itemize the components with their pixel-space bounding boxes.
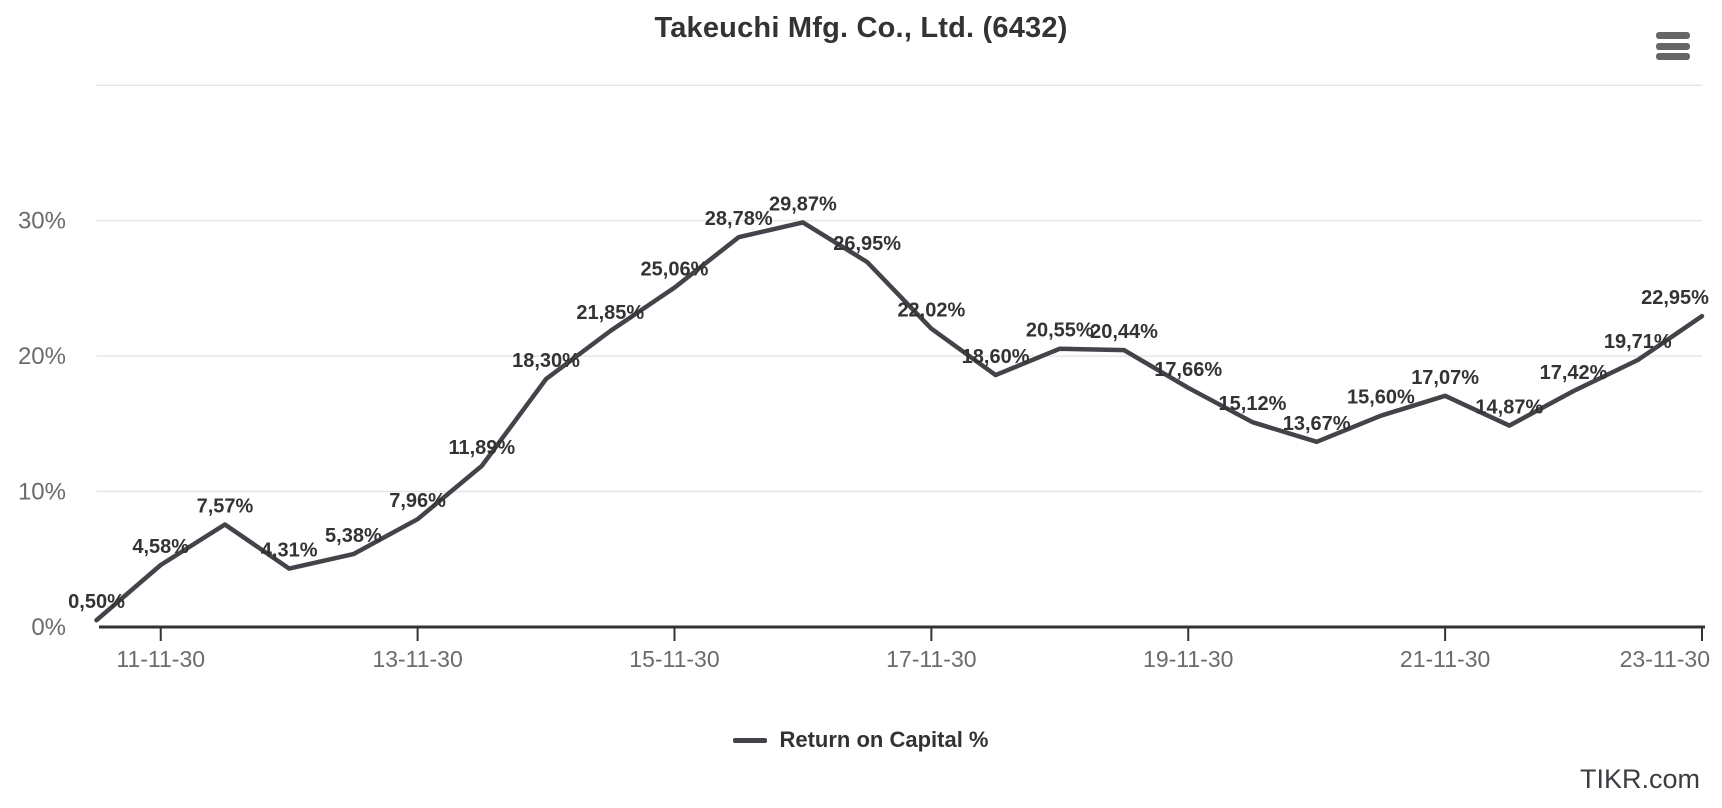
x-axis-label: 21-11-30 bbox=[1400, 646, 1490, 672]
data-label: 17,66% bbox=[1154, 359, 1222, 381]
hamburger-menu-icon[interactable] bbox=[1656, 30, 1692, 62]
y-axis-label: 30% bbox=[18, 208, 66, 235]
data-label: 17,07% bbox=[1411, 367, 1479, 389]
data-label: 0,50% bbox=[68, 591, 125, 613]
data-label: 29,87% bbox=[769, 193, 837, 215]
x-axis-label: 17-11-30 bbox=[886, 646, 976, 672]
tikr-watermark: TIKR.com bbox=[1579, 764, 1700, 794]
series-line-return-on-capital bbox=[94, 220, 1705, 623]
hamburger-bar bbox=[1656, 42, 1690, 50]
data-label: 22,02% bbox=[897, 300, 965, 322]
data-label: 18,30% bbox=[512, 350, 580, 372]
data-label: 28,78% bbox=[705, 208, 773, 230]
data-label: 18,60% bbox=[962, 346, 1030, 368]
data-label: 25,06% bbox=[641, 259, 709, 281]
x-axis-label: 19-11-30 bbox=[1143, 646, 1233, 672]
legend: Return on Capital % bbox=[0, 727, 1722, 753]
data-label: 19,71% bbox=[1604, 331, 1672, 353]
data-label: 4,31% bbox=[261, 540, 318, 562]
hamburger-bar bbox=[1656, 53, 1690, 60]
data-label: 21,85% bbox=[576, 302, 644, 324]
data-label: 26,95% bbox=[833, 233, 901, 255]
data-label: 11,89% bbox=[448, 437, 515, 459]
x-axis-label: 13-11-30 bbox=[372, 646, 462, 672]
x-axis-label: 23-11-30 bbox=[1620, 646, 1710, 672]
y-axis-label: 20% bbox=[18, 343, 66, 370]
data-label: 5,38% bbox=[325, 525, 382, 547]
chart-title: Takeuchi Mfg. Co., Ltd. (6432) bbox=[654, 12, 1068, 44]
legend-item-return-on-capital[interactable]: Return on Capital % bbox=[733, 727, 989, 753]
data-label: 7,57% bbox=[197, 495, 254, 517]
data-label: 20,55% bbox=[1026, 320, 1094, 342]
data-label: 14,87% bbox=[1475, 397, 1543, 419]
data-label: 7,96% bbox=[389, 490, 446, 512]
y-axis-label: 0% bbox=[31, 614, 66, 641]
x-axis-label: 15-11-30 bbox=[629, 646, 719, 672]
data-label: 13,67% bbox=[1283, 413, 1351, 435]
data-label: 15,60% bbox=[1347, 387, 1415, 409]
data-label: 17,42% bbox=[1540, 362, 1608, 384]
data-label: 20,44% bbox=[1090, 321, 1158, 343]
data-label: 4,58% bbox=[132, 536, 189, 558]
hamburger-bar bbox=[1656, 32, 1690, 39]
legend-line-swatch bbox=[733, 737, 768, 743]
legend-label: Return on Capital % bbox=[779, 727, 989, 752]
data-label: 22,95% bbox=[1641, 287, 1709, 309]
y-axis-label: 10% bbox=[18, 479, 66, 506]
data-label: 15,12% bbox=[1219, 393, 1287, 415]
x-axis-label: 11-11-30 bbox=[116, 646, 205, 672]
